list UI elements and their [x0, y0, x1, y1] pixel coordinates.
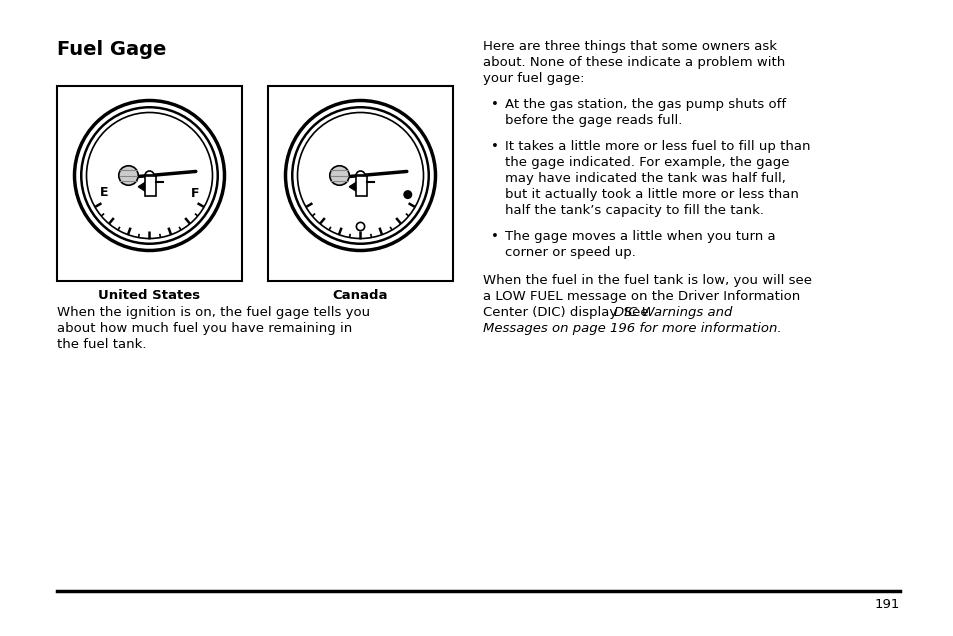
Circle shape [355, 171, 365, 180]
Polygon shape [349, 181, 357, 192]
Text: a LOW FUEL message on the Driver Information: a LOW FUEL message on the Driver Informa… [482, 290, 800, 303]
Text: The gage moves a little when you turn a: The gage moves a little when you turn a [504, 230, 775, 243]
Text: the fuel tank.: the fuel tank. [57, 338, 147, 351]
Text: about. None of these indicate a problem with: about. None of these indicate a problem … [482, 56, 784, 69]
Text: 191: 191 [874, 598, 899, 611]
Text: When the ignition is on, the fuel gage tells you: When the ignition is on, the fuel gage t… [57, 306, 370, 319]
Text: but it actually took a little more or less than: but it actually took a little more or le… [504, 188, 798, 201]
Text: your fuel gage:: your fuel gage: [482, 72, 584, 85]
Text: Center (DIC) display. See: Center (DIC) display. See [482, 306, 652, 319]
Text: half the tank’s capacity to fill the tank.: half the tank’s capacity to fill the tan… [504, 204, 763, 217]
Text: about how much fuel you have remaining in: about how much fuel you have remaining i… [57, 322, 352, 335]
Bar [145, 176, 155, 197]
Circle shape [118, 166, 138, 185]
Text: the gage indicated. For example, the gage: the gage indicated. For example, the gag… [504, 156, 789, 169]
Text: Canada: Canada [333, 289, 388, 302]
Text: F: F [191, 187, 199, 200]
Bar [268, 86, 453, 281]
Text: DIC Warnings and: DIC Warnings and [614, 306, 732, 319]
Text: corner or speed up.: corner or speed up. [504, 246, 636, 259]
Text: •: • [491, 98, 498, 111]
Circle shape [330, 166, 349, 185]
Text: E: E [99, 186, 108, 198]
Circle shape [403, 190, 412, 199]
Text: Fuel Gage: Fuel Gage [57, 40, 166, 59]
Bar [57, 86, 242, 281]
Text: Messages on page 196 for more information.: Messages on page 196 for more informatio… [482, 322, 781, 335]
Circle shape [356, 223, 364, 231]
Circle shape [145, 171, 153, 180]
Text: It takes a little more or less fuel to fill up than: It takes a little more or less fuel to f… [504, 140, 810, 153]
Text: •: • [491, 230, 498, 243]
Bar [355, 176, 367, 197]
Text: When the fuel in the fuel tank is low, you will see: When the fuel in the fuel tank is low, y… [482, 274, 811, 287]
Text: United States: United States [98, 289, 200, 302]
Text: At the gas station, the gas pump shuts off: At the gas station, the gas pump shuts o… [504, 98, 785, 111]
Text: •: • [491, 140, 498, 153]
Text: before the gage reads full.: before the gage reads full. [504, 114, 681, 127]
Text: may have indicated the tank was half full,: may have indicated the tank was half ful… [504, 172, 785, 185]
Polygon shape [138, 181, 147, 192]
Text: Here are three things that some owners ask: Here are three things that some owners a… [482, 40, 776, 53]
